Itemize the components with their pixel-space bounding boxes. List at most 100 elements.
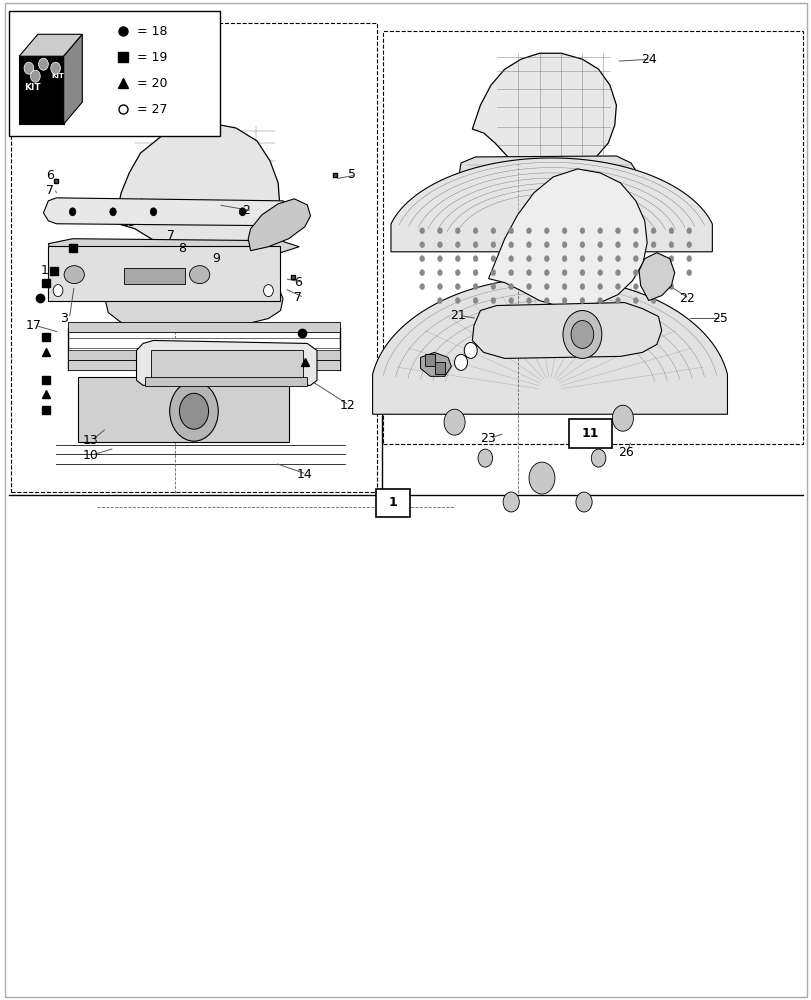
Circle shape <box>590 449 605 467</box>
Circle shape <box>686 228 691 234</box>
Circle shape <box>526 228 530 234</box>
Circle shape <box>579 270 584 276</box>
Text: 1: 1 <box>388 496 397 509</box>
Circle shape <box>455 298 460 304</box>
Circle shape <box>437 284 442 290</box>
Text: 22: 22 <box>679 292 694 305</box>
Circle shape <box>611 405 633 431</box>
Circle shape <box>633 270 637 276</box>
Polygon shape <box>472 303 661 358</box>
Circle shape <box>473 284 478 290</box>
Circle shape <box>633 298 637 304</box>
Circle shape <box>561 270 566 276</box>
Circle shape <box>444 409 465 435</box>
Circle shape <box>437 270 442 276</box>
Circle shape <box>455 284 460 290</box>
Circle shape <box>597 284 602 290</box>
Circle shape <box>264 285 273 297</box>
Circle shape <box>633 242 637 248</box>
Polygon shape <box>488 169 646 307</box>
Ellipse shape <box>64 266 84 284</box>
Circle shape <box>69 208 75 216</box>
Circle shape <box>239 208 246 216</box>
Text: 11: 11 <box>581 427 599 440</box>
Circle shape <box>686 256 691 262</box>
Circle shape <box>650 256 655 262</box>
Circle shape <box>491 284 496 290</box>
Polygon shape <box>420 352 451 376</box>
Circle shape <box>615 228 620 234</box>
Polygon shape <box>19 56 63 124</box>
Circle shape <box>526 256 530 262</box>
Polygon shape <box>67 360 339 370</box>
Circle shape <box>31 70 41 82</box>
Text: 12: 12 <box>339 399 355 412</box>
Polygon shape <box>372 278 727 414</box>
Circle shape <box>579 298 584 304</box>
Circle shape <box>437 242 442 248</box>
Circle shape <box>561 284 566 290</box>
Circle shape <box>633 284 637 290</box>
Circle shape <box>503 492 519 512</box>
Text: 26: 26 <box>617 446 633 459</box>
Polygon shape <box>472 53 616 171</box>
Circle shape <box>508 270 513 276</box>
Circle shape <box>455 256 460 262</box>
Text: KIT: KIT <box>24 83 41 92</box>
Circle shape <box>668 242 673 248</box>
Circle shape <box>169 381 218 441</box>
Circle shape <box>53 285 62 297</box>
Circle shape <box>437 298 442 304</box>
Polygon shape <box>67 350 339 360</box>
Text: 3: 3 <box>59 312 67 325</box>
Circle shape <box>179 393 208 429</box>
FancyBboxPatch shape <box>569 419 611 448</box>
Circle shape <box>562 311 601 358</box>
Circle shape <box>478 449 492 467</box>
Text: 16: 16 <box>41 264 56 277</box>
Circle shape <box>579 228 584 234</box>
Circle shape <box>633 228 637 234</box>
Circle shape <box>455 242 460 248</box>
Circle shape <box>491 228 496 234</box>
Text: 7: 7 <box>46 184 54 197</box>
Circle shape <box>419 228 424 234</box>
Circle shape <box>650 242 655 248</box>
Circle shape <box>419 256 424 262</box>
Circle shape <box>464 342 477 358</box>
Text: 5: 5 <box>347 168 355 181</box>
Circle shape <box>508 228 513 234</box>
Circle shape <box>650 284 655 290</box>
Circle shape <box>543 270 548 276</box>
Bar <box>78 377 288 442</box>
Circle shape <box>570 320 593 348</box>
Circle shape <box>455 270 460 276</box>
Circle shape <box>579 242 584 248</box>
Circle shape <box>579 256 584 262</box>
FancyBboxPatch shape <box>10 11 220 136</box>
Bar <box>151 350 303 378</box>
Circle shape <box>650 270 655 276</box>
Circle shape <box>473 228 478 234</box>
Circle shape <box>668 270 673 276</box>
Text: 9: 9 <box>212 252 220 265</box>
Bar <box>49 246 280 301</box>
Circle shape <box>650 228 655 234</box>
Circle shape <box>526 298 530 304</box>
Circle shape <box>579 284 584 290</box>
Text: = 20: = 20 <box>137 77 168 90</box>
Circle shape <box>508 242 513 248</box>
FancyBboxPatch shape <box>375 489 410 517</box>
Circle shape <box>615 298 620 304</box>
Circle shape <box>437 228 442 234</box>
Circle shape <box>508 298 513 304</box>
Circle shape <box>508 256 513 262</box>
Circle shape <box>561 242 566 248</box>
Polygon shape <box>391 158 711 252</box>
Circle shape <box>668 256 673 262</box>
Circle shape <box>51 62 60 74</box>
Circle shape <box>419 284 424 290</box>
Bar <box>425 354 435 366</box>
Circle shape <box>473 256 478 262</box>
Text: 7: 7 <box>294 291 302 304</box>
